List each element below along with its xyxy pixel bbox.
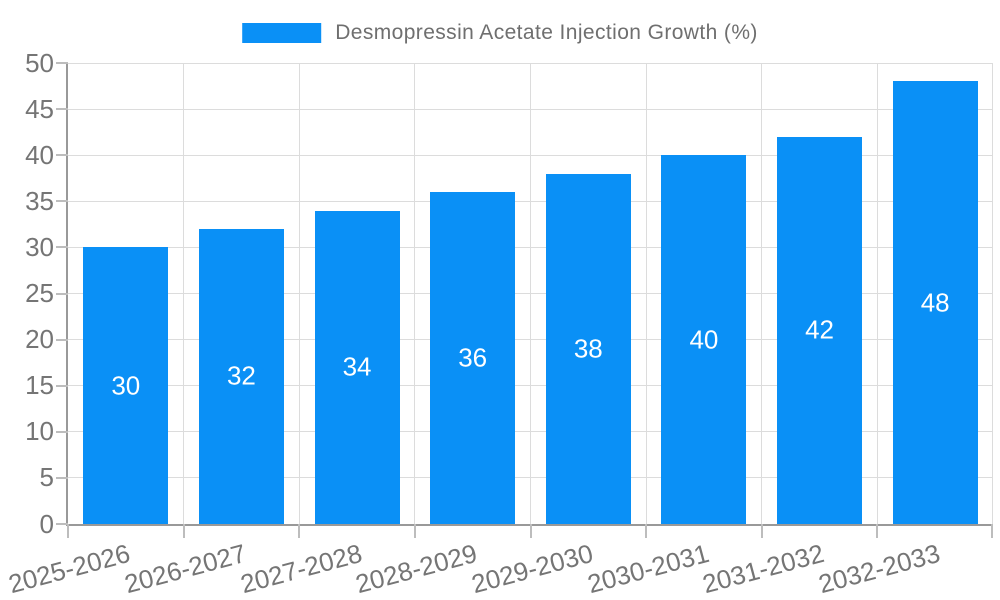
y-axis-tick-label: 15 [25, 370, 54, 401]
gridline-vertical [645, 63, 647, 524]
y-tick-mark [56, 292, 68, 295]
bar-value-label: 40 [689, 324, 719, 355]
bar[interactable] [198, 228, 284, 524]
bar-value-label: 42 [805, 314, 835, 345]
x-tick-mark [67, 524, 69, 538]
y-axis-tick-label: 35 [25, 185, 54, 216]
x-tick-mark [298, 524, 301, 538]
plot-area: 30 32 34 36 38 40 42 48 [68, 62, 993, 524]
y-tick-mark [56, 154, 68, 157]
legend-item[interactable]: Desmopressin Acetate Injection Growth (%… [242, 21, 758, 45]
y-tick-mark [56, 62, 68, 64]
bar[interactable] [661, 155, 747, 524]
x-tick-mark [413, 524, 416, 538]
bar[interactable] [892, 81, 978, 524]
x-axis-tick-label: 2032-2033 [815, 538, 943, 600]
y-tick-mark [56, 430, 68, 433]
y-axis-tick-label: 40 [25, 139, 54, 170]
legend: Desmopressin Acetate Injection Growth (%… [242, 21, 758, 45]
x-axis-tick-label: 2030-2031 [583, 538, 712, 600]
bar-value-label: 36 [458, 342, 488, 373]
bar[interactable] [430, 192, 516, 524]
bar-value-label: 32 [226, 360, 256, 391]
x-tick-mark [645, 524, 648, 538]
y-tick-mark [56, 200, 68, 203]
gridline-vertical [991, 63, 993, 524]
y-axis-tick-label: 50 [25, 47, 54, 78]
legend-label: Desmopressin Acetate Injection Growth (%… [335, 21, 758, 44]
bar[interactable] [777, 136, 863, 524]
x-axis-tick-label: 2026-2027 [121, 538, 250, 600]
x-tick-mark [760, 524, 763, 538]
x-axis-tick-label: 2031-2032 [699, 538, 828, 600]
x-axis-tick-label: 2028-2029 [352, 538, 481, 600]
gridline-vertical [761, 63, 763, 524]
x-axis-tick-label: 2029-2030 [468, 538, 597, 600]
y-axis-tick-label: 5 [39, 462, 54, 493]
x-tick-mark [182, 524, 185, 538]
y-tick-mark [56, 338, 68, 341]
y-axis-tick-label: 45 [25, 93, 54, 124]
gridline-vertical [530, 63, 531, 524]
y-axis-tick-label: 10 [25, 416, 54, 447]
y-tick-mark [56, 523, 68, 525]
bar-value-label: 48 [920, 287, 950, 318]
gridline-vertical [183, 63, 185, 524]
bar-value-label: 38 [573, 333, 603, 364]
x-tick-mark [876, 524, 879, 538]
bar[interactable] [545, 173, 631, 524]
bar[interactable] [314, 210, 400, 524]
x-tick-mark [991, 524, 993, 538]
bar-value-label: 30 [111, 370, 141, 401]
y-axis-tick-label: 25 [25, 278, 54, 308]
y-tick-mark [56, 108, 68, 111]
x-tick-mark [529, 524, 532, 538]
legend-swatch [242, 23, 322, 43]
gridline-vertical [876, 63, 878, 524]
y-tick-mark [56, 384, 68, 387]
y-axis-tick-label: 0 [39, 508, 54, 539]
gridline-vertical [414, 63, 416, 524]
x-axis-tick-label: 2025-2026 [5, 538, 134, 600]
x-axis-tick-label: 2027-2028 [236, 538, 365, 600]
bar-value-label: 34 [342, 351, 372, 382]
y-axis-tick-label: 30 [25, 231, 54, 262]
y-axis-tick-label: 20 [25, 324, 54, 355]
y-tick-mark [56, 476, 68, 479]
y-tick-mark [56, 246, 68, 249]
gridline-vertical [298, 63, 300, 524]
bar[interactable] [83, 247, 169, 524]
